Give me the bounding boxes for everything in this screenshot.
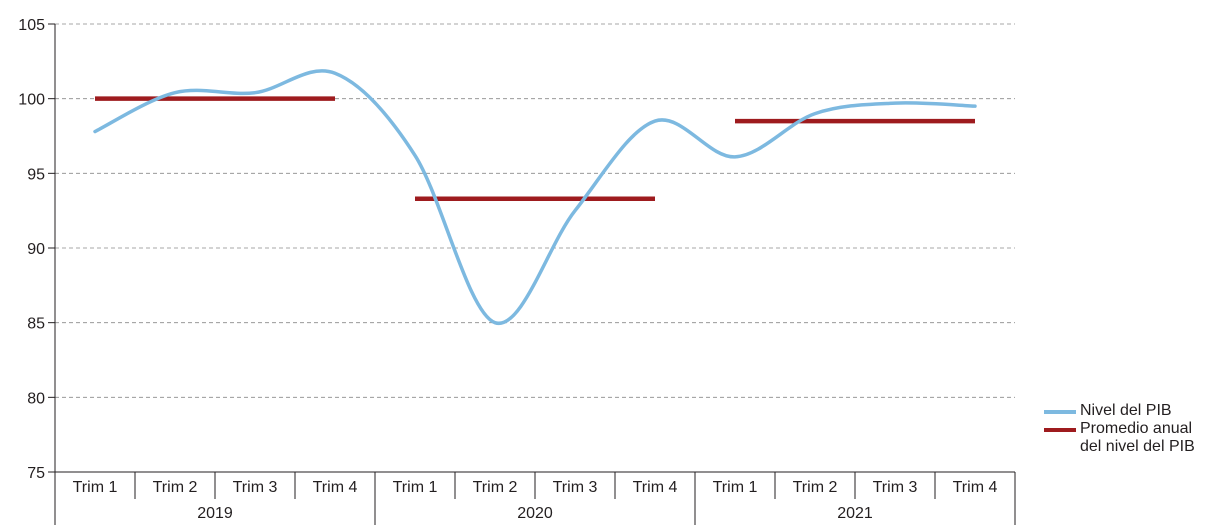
axes — [48, 23, 1016, 525]
x-group-label: 2021 — [837, 505, 873, 522]
legend-label-annual-average: Promedio anual del nivel del PIB — [1080, 420, 1195, 455]
x-category-label: Trim 2 — [793, 479, 838, 496]
legend-item-gdp-level: Nivel del PIB — [1044, 402, 1209, 420]
x-category-label: Trim 4 — [633, 479, 678, 496]
legend: Nivel del PIB Promedio anual del nivel d… — [1044, 402, 1209, 456]
y-tick-label: 90 — [27, 241, 45, 258]
x-category-label: Trim 2 — [473, 479, 518, 496]
y-tick-label: 85 — [27, 316, 45, 333]
x-category-label: Trim 1 — [73, 479, 118, 496]
y-tick-label: 75 — [27, 465, 45, 482]
y-tick-label: 80 — [27, 390, 45, 407]
x-category-label: Trim 3 — [873, 479, 918, 496]
annual-average-series — [95, 96, 975, 201]
legend-label-gdp-level: Nivel del PIB — [1080, 402, 1172, 419]
legend-item-annual-average: Promedio anual del nivel del PIB — [1044, 420, 1209, 456]
x-group-label: 2020 — [517, 505, 553, 522]
x-category-label: Trim 1 — [713, 479, 758, 496]
x-category-label: Trim 4 — [953, 479, 998, 496]
legend-swatch-gdp-level — [1044, 410, 1076, 414]
x-group-label: 2019 — [197, 505, 233, 522]
gdp-level-series — [93, 69, 977, 325]
gridlines — [55, 23, 1015, 398]
legend-swatch-annual-average — [1044, 428, 1076, 432]
x-category-label: Trim 1 — [393, 479, 438, 496]
gdp-level-line — [93, 69, 977, 325]
x-category-label: Trim 2 — [153, 479, 198, 496]
x-category-label: Trim 4 — [313, 479, 358, 496]
x-category-label: Trim 3 — [233, 479, 278, 496]
y-tick-label: 95 — [27, 166, 45, 183]
y-axis-tick-labels: 75 80 85 90 95 100 105 — [18, 17, 45, 482]
x-axis-category-table: Trim 1 Trim 2 Trim 3 Trim 4 Trim 1 Trim 2 Trim… — [73, 479, 998, 522]
x-category-label: Trim 3 — [553, 479, 598, 496]
y-tick-label: 105 — [18, 17, 45, 34]
y-tick-label: 100 — [18, 92, 45, 109]
